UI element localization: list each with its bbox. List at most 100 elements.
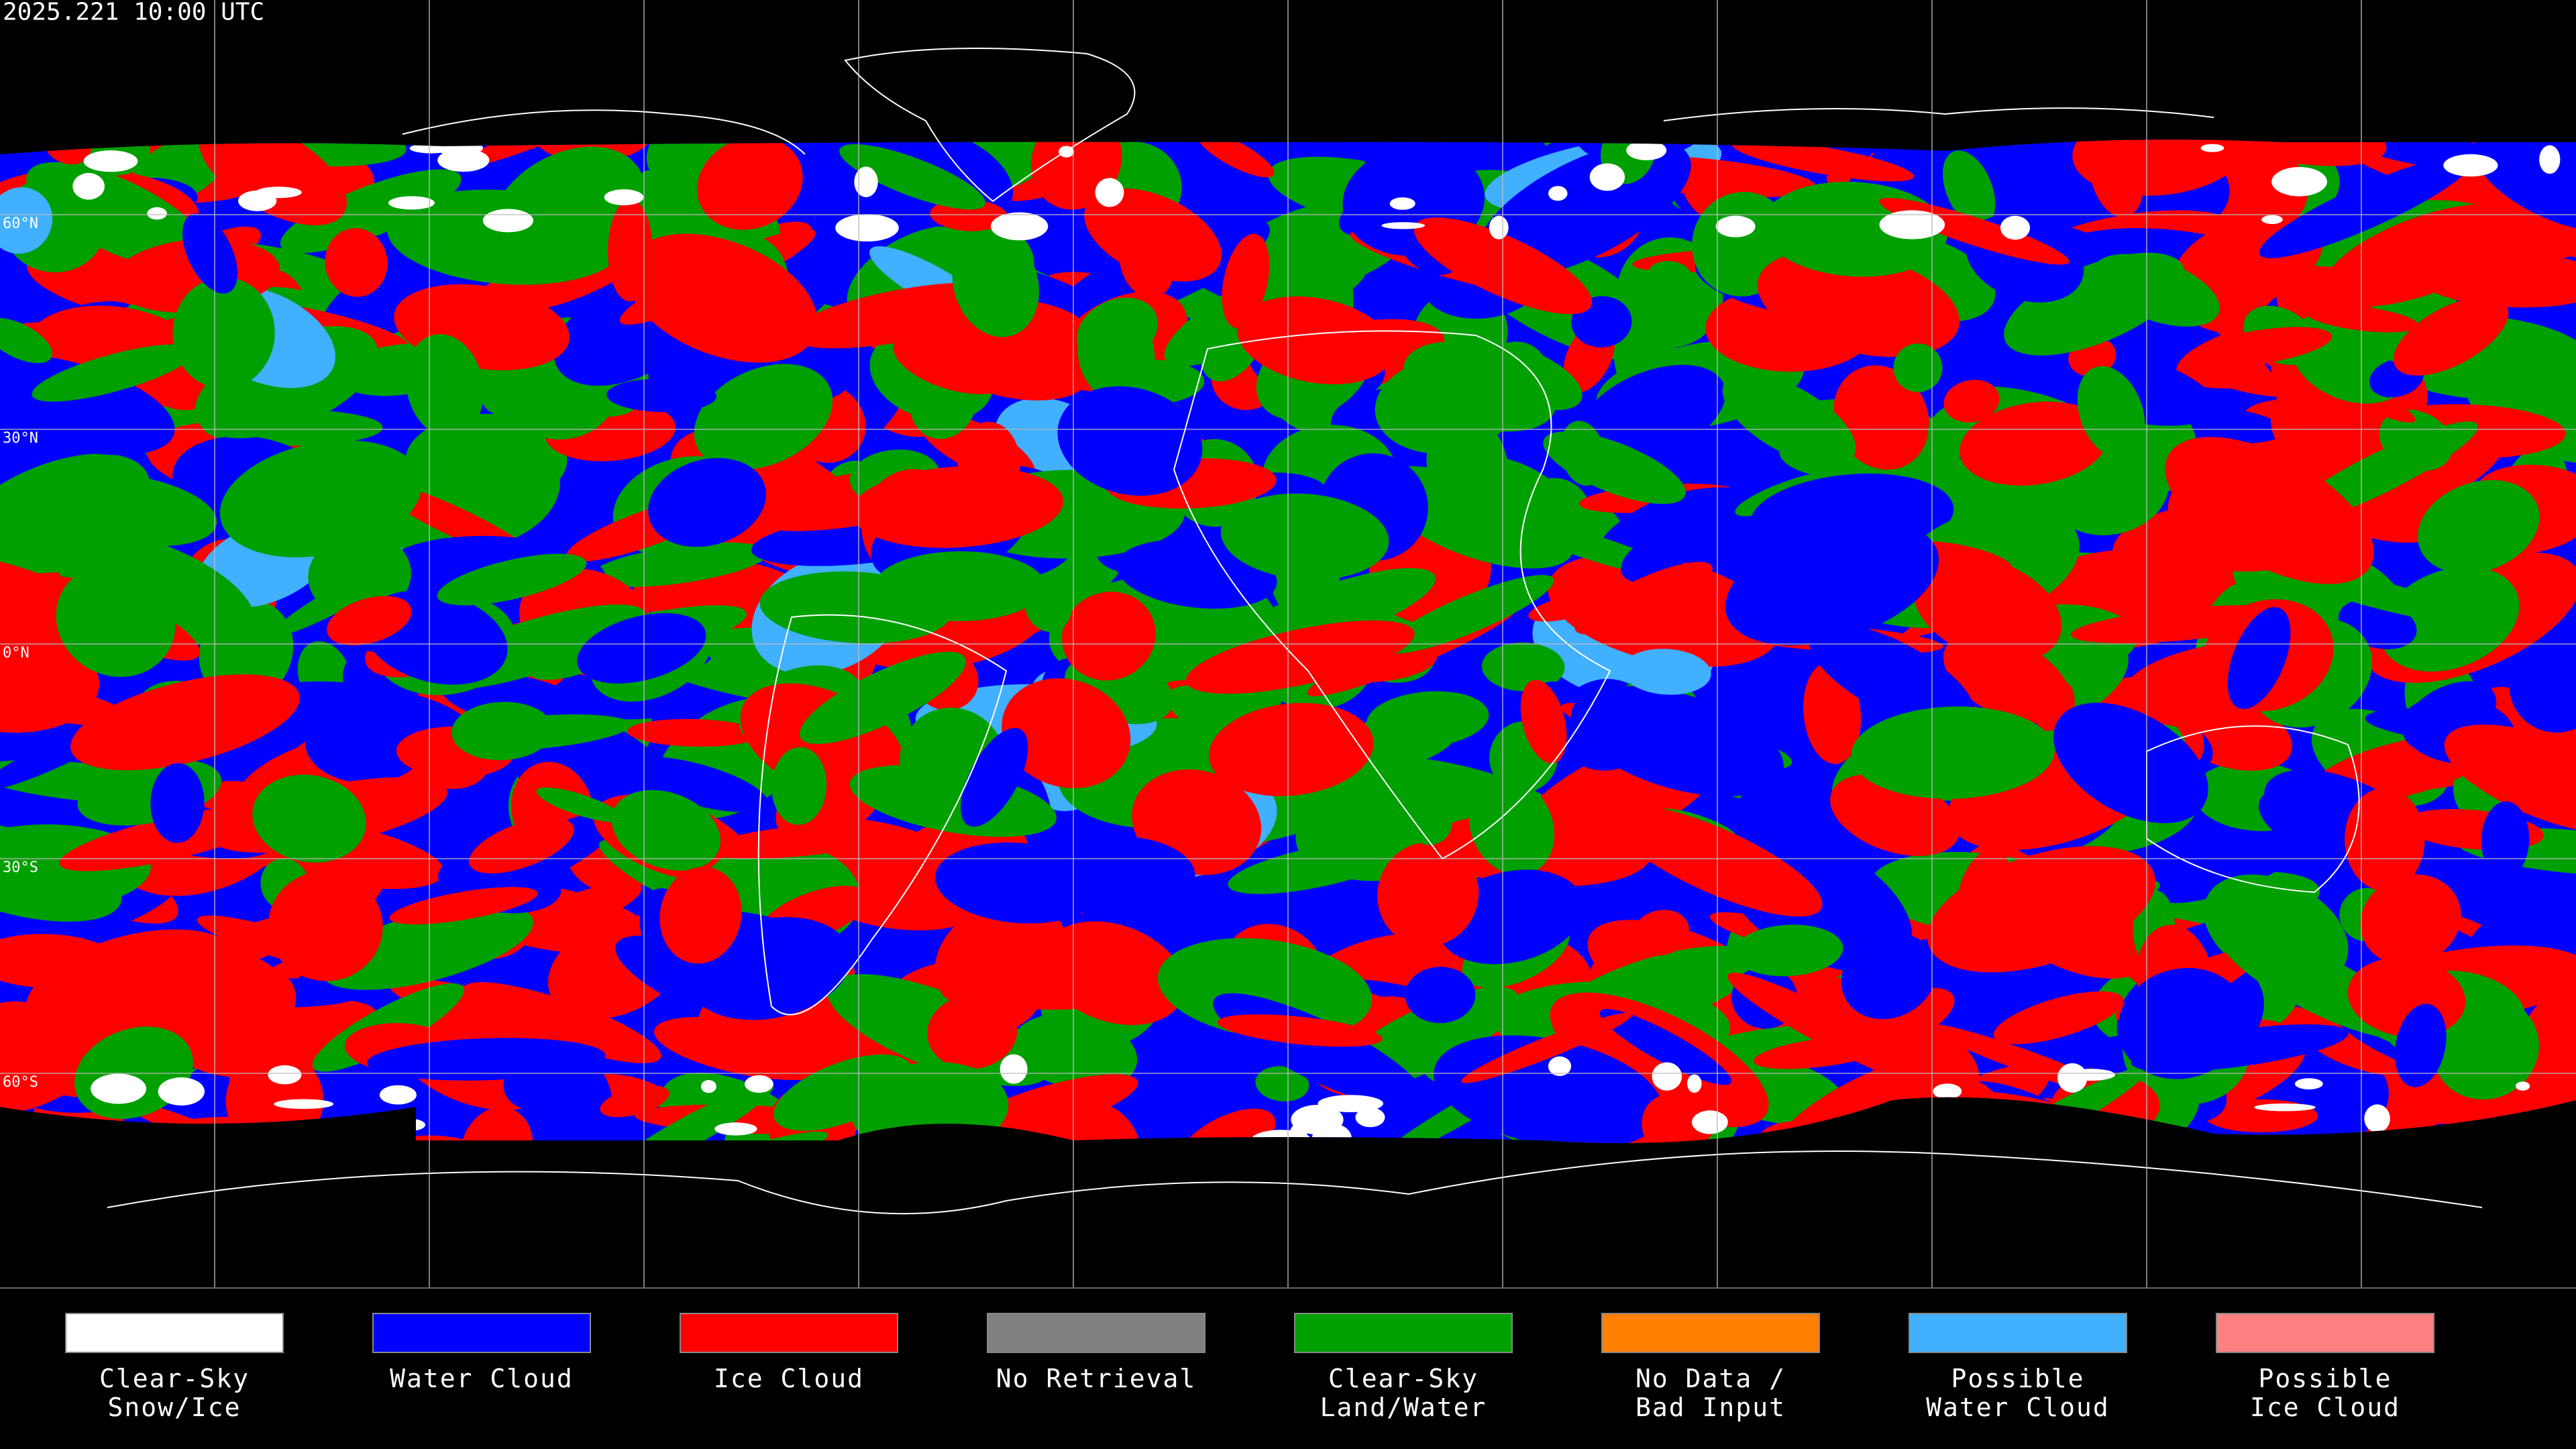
snow-patch: [1687, 1074, 1702, 1093]
cloud-patch: [1405, 967, 1476, 1024]
cloud-patch: [199, 140, 347, 225]
cloud-patch: [577, 612, 706, 684]
legend-label: Ice Cloud: [2250, 1393, 2400, 1422]
snow-patch: [2539, 145, 2561, 174]
snow-patch: [854, 166, 878, 197]
legend-swatch: [1909, 1313, 2127, 1353]
legend-swatch: [680, 1313, 898, 1353]
legend-label: Snow/Ice: [107, 1393, 241, 1422]
cloud-patch: [2509, 638, 2576, 733]
cloud-patch: [314, 539, 395, 580]
cloud-patch: [305, 705, 425, 784]
snow-patch: [604, 189, 644, 206]
cloud-patch: [2092, 254, 2220, 327]
cloud-patch: [219, 440, 423, 557]
snow-patch: [990, 212, 1049, 241]
cloud-patch: [1647, 260, 1693, 293]
timestamp: 2025.221 10:00 UTC: [3, 0, 264, 26]
latitude-label: 30°S: [3, 859, 38, 876]
coastline: [1173, 330, 1611, 860]
cloud-patch: [2077, 366, 2145, 459]
cloud-patch: [1366, 691, 1489, 747]
cloud-patch: [1722, 373, 1856, 466]
cloud-patch: [625, 756, 768, 812]
snow-patch: [1095, 178, 1124, 207]
latitude-label: 0°N: [3, 645, 30, 661]
cloud-patch: [389, 887, 538, 924]
legend-swatch: [1601, 1313, 1820, 1353]
latitude-label: 60°S: [3, 1074, 38, 1091]
cloud-patch: [1024, 576, 1072, 633]
cloud-patch: [839, 144, 985, 210]
cloud-patch: [517, 882, 641, 936]
coastline: [1663, 107, 2214, 121]
cloud-patch: [626, 233, 818, 363]
cloud-patch: [451, 702, 553, 761]
cloud-patch: [939, 936, 1042, 1003]
snow-patch: [1692, 1110, 1728, 1134]
cloud-patch: [1217, 1014, 1383, 1047]
cloud-patch: [463, 982, 661, 1063]
snow-patch: [238, 191, 277, 211]
snow-patch: [1548, 1056, 1572, 1076]
cloud-patch: [1631, 910, 1690, 956]
snow-patch: [83, 150, 138, 172]
snow-patch: [147, 207, 167, 220]
cloud-patch: [600, 1122, 647, 1143]
snow-patch: [274, 1099, 334, 1110]
cloud-patch: [1041, 921, 1185, 1025]
cloud-patch: [1757, 250, 1960, 357]
cloud-patch: [503, 1055, 582, 1112]
snow-patch: [158, 1077, 205, 1106]
cloud-patch: [460, 1107, 533, 1143]
cloud-patch: [1237, 296, 1394, 384]
cloud-patch: [2323, 203, 2526, 307]
cloud-patch: [1943, 380, 2000, 423]
cloud-patch: [589, 542, 769, 587]
coastline: [2146, 725, 2360, 894]
cloud-patch: [2393, 296, 2509, 376]
snow-patch: [2295, 1078, 2323, 1089]
snow-patch: [1389, 197, 1415, 210]
cloud-patch: [280, 169, 462, 254]
snow-patch: [388, 196, 435, 210]
cloud-patch: [2227, 606, 2291, 710]
legend-label: Clear-Sky: [1328, 1364, 1479, 1393]
snow-patch: [700, 1080, 716, 1093]
cloud-patch: [460, 140, 673, 168]
cloud-patch: [268, 871, 383, 981]
cloud-patch: [1119, 227, 1175, 299]
cloud-patch: [2394, 1004, 2447, 1087]
cloud-patch: [893, 329, 1016, 394]
cloud-patch: [1863, 1020, 1980, 1103]
cloud-patch: [1407, 801, 1452, 845]
cloud-patch: [1520, 680, 1567, 764]
cloud-patch: [1384, 575, 1554, 654]
legend-label: Water Cloud: [390, 1364, 574, 1393]
snow-patch: [1000, 1054, 1028, 1084]
cloud-patch: [2481, 801, 2530, 879]
cloud-patch: [1061, 591, 1156, 681]
cloud-patch: [1543, 431, 1686, 504]
cloud-patch: [694, 364, 833, 470]
snow-patch: [482, 209, 534, 233]
cloud-patch: [327, 596, 412, 646]
snow-patch: [72, 172, 105, 200]
cloud-patch: [600, 1085, 669, 1118]
snow-patch: [91, 1073, 147, 1104]
legend-swatch: [1294, 1313, 1513, 1353]
cloud-patch: [704, 823, 894, 859]
cloud-patch: [1570, 686, 1784, 797]
coastline: [757, 614, 1008, 1016]
cloud-patch: [2187, 327, 2332, 368]
cloud-patch: [2269, 140, 2484, 169]
latitude-label: 60°N: [3, 215, 38, 232]
cloud-patch: [799, 651, 966, 745]
legend-swatch: [987, 1313, 1205, 1353]
snow-patch: [1652, 1062, 1682, 1091]
cloud-patch: [0, 187, 53, 254]
cloud-patch: [1255, 1066, 1309, 1102]
cloud-patch: [697, 140, 803, 230]
cloud-patch: [150, 763, 205, 843]
